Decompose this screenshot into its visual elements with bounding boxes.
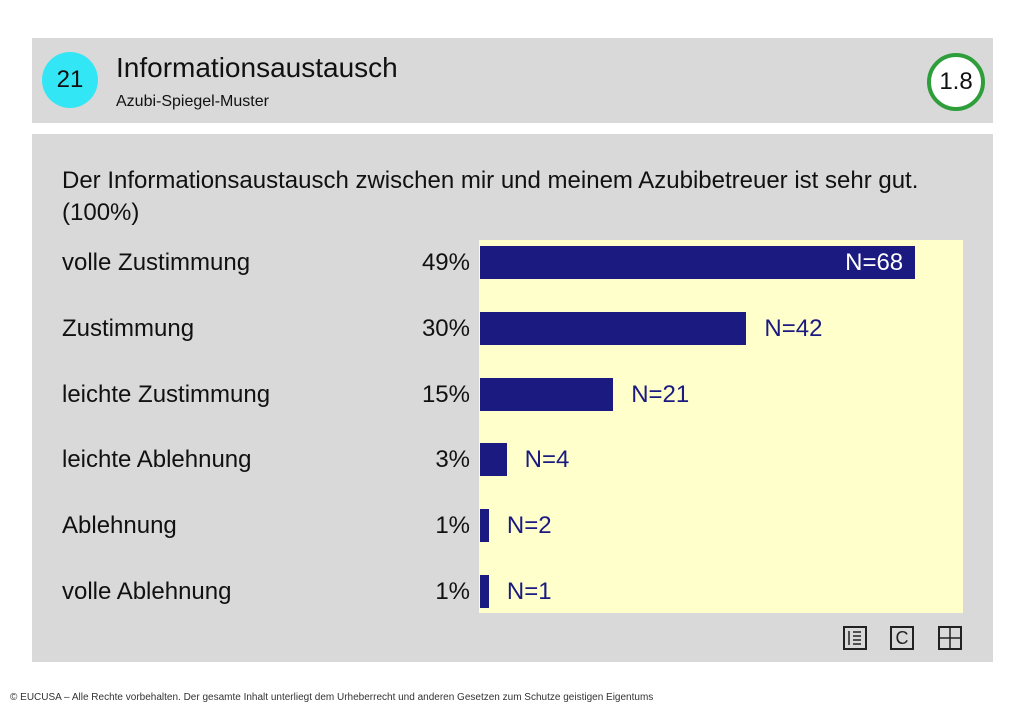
category-label: volle Ablehnung xyxy=(62,578,232,605)
grid-icon[interactable] xyxy=(938,626,962,650)
percent-label: 30% xyxy=(421,314,470,342)
list-icon[interactable] xyxy=(843,626,867,650)
bar xyxy=(480,443,507,477)
c-icon-label: C xyxy=(895,627,909,648)
page-title: Informationsaustausch xyxy=(116,52,398,83)
question-text: Der Informationsaustausch zwischen mir u… xyxy=(62,167,919,226)
bar xyxy=(480,377,614,411)
bar xyxy=(480,246,916,279)
header-panel xyxy=(32,38,993,123)
page-subtitle: Azubi-Spiegel-Muster xyxy=(116,93,269,110)
category-label: Zustimmung xyxy=(62,314,195,342)
c-icon[interactable]: C xyxy=(890,626,914,650)
count-label: N=2 xyxy=(506,512,552,540)
count-label: N=4 xyxy=(524,446,570,474)
count-label: N=42 xyxy=(764,314,823,342)
percent-label: 3% xyxy=(435,446,470,474)
count-label: N=1 xyxy=(506,578,552,605)
bar xyxy=(480,311,747,345)
category-label: volle Zustimmung xyxy=(62,249,251,276)
category-label: leichte Zustimmung xyxy=(62,380,271,408)
percent-label: 1% xyxy=(435,578,470,605)
category-label: Ablehnung xyxy=(62,512,177,540)
bar xyxy=(480,575,489,608)
category-label: leichte Ablehnung xyxy=(62,446,252,474)
bar xyxy=(480,509,489,543)
count-label: N=68 xyxy=(845,249,904,276)
percent-label: 15% xyxy=(421,380,470,408)
chart-plot-area xyxy=(479,240,963,613)
slide-number-badge: 21 xyxy=(42,52,98,108)
percent-label: 49% xyxy=(421,249,470,276)
percent-label: 1% xyxy=(435,512,470,540)
copyright-footer: © EUCUSA – Alle Rechte vorbehalten. Der … xyxy=(10,692,654,703)
score-badge: 1.8 xyxy=(927,53,985,111)
count-label: N=21 xyxy=(631,380,690,408)
